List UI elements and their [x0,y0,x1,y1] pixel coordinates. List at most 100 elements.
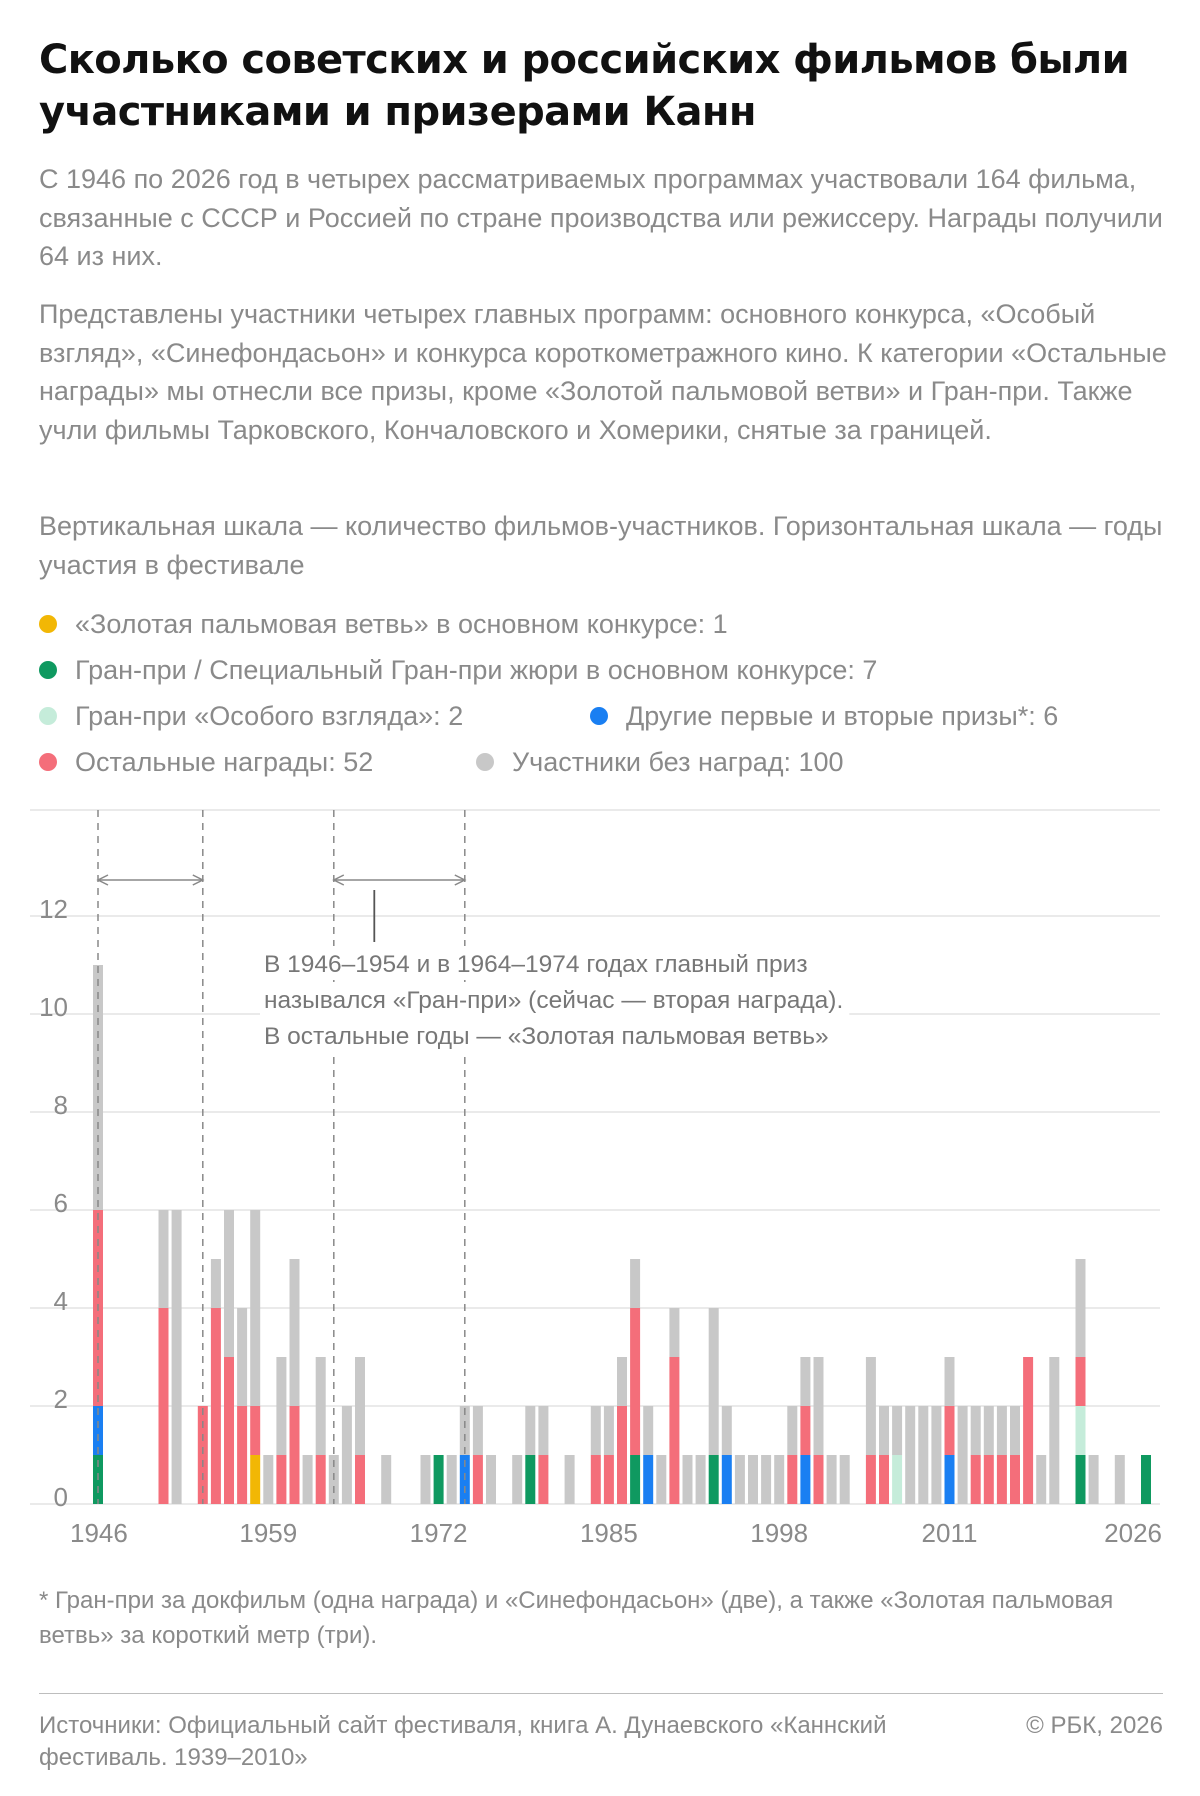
bar-2005-series-4 [865,1455,876,1504]
bar-1958-series-5 [250,1210,261,1406]
annotation-bg-0 [260,946,814,980]
bar-2001-series-4 [813,1455,824,1504]
bar-1963-series-4 [315,1455,326,1504]
bar-1982-series-5 [564,1455,575,1504]
bar-1960-series-4 [276,1455,287,1504]
x-tick-label: 1972 [410,1518,468,1548]
bar-2008-series-5 [905,1406,916,1504]
bar-1987-series-4 [630,1308,641,1455]
legend-label-grand-prix: Гран-при / Специальный Гран-при жюри в о… [75,655,878,685]
y-tick-label: 12 [39,894,68,924]
bar-1984-series-5 [590,1406,601,1455]
legend-label-no-awards: Участники без наград: 100 [512,747,844,777]
bar-1995-series-5 [734,1455,745,1504]
chart-title: Сколько советских и российских фильмов б… [39,37,1130,135]
bar-2014-series-5 [983,1406,994,1455]
bar-2021-series-2 [1075,1406,1086,1455]
copyright: © РБК, 2026 [1026,1712,1163,1739]
bar-1986-series-5 [617,1357,627,1406]
x-tick-label: 2011 [922,1518,978,1548]
bar-1990-series-5 [669,1308,680,1357]
stacked-bar-chart: 0 2 4 6 8 10 12 В 1946–1954 и в 1964–1974 годах… [30,809,1162,1548]
legend-item-grand-prix: Гран-при / Специальный Гран-при жюри в о… [39,646,877,694]
bar-1975-series-4 [472,1455,483,1504]
bar-1994-series-5 [721,1406,732,1455]
legend-dot-un-certain-regard [39,706,57,725]
bar-1961-series-4 [289,1406,300,1504]
bar-2007-series-2 [892,1455,903,1504]
bar-1989-series-5 [656,1455,667,1504]
bar-1960-series-5 [276,1357,287,1455]
bar-1980-series-4 [538,1455,549,1504]
bar-1985-series-5 [603,1406,614,1455]
bar-1968-series-5 [381,1455,392,1504]
bar-1975-series-5 [472,1406,483,1455]
bar-1958-series-4 [250,1406,261,1455]
annotation-line-2: В остальные годы — «Золотая пальмовая ве… [264,1023,829,1050]
y-tick-label: 6 [54,1188,68,1218]
bar-1988-series-5 [643,1406,654,1455]
bar-1996-series-5 [748,1455,758,1504]
legend-item-palme: «Золотая пальмовая ветвь» в основном кон… [39,600,728,648]
annotation-line-1: назывался «Гран-при» (сейчас — вторая на… [264,987,843,1014]
bar-1958-series-1 [250,1455,261,1504]
bar-1992-series-5 [695,1455,706,1504]
bar-2021-series-0 [1075,1455,1086,1504]
bar-1956-series-4 [224,1357,234,1504]
bar-1971-series-5 [420,1455,431,1504]
bar-2006-series-4 [879,1455,889,1504]
x-tick-label: 1946 [70,1518,128,1548]
bar-2017-series-4 [1023,1357,1034,1504]
y-tick-label: 2 [54,1384,68,1414]
bar-2011-series-5 [944,1357,955,1406]
bar-1998-series-5 [774,1455,785,1504]
footnote: * Гран-при за докфильм (одна награда) и … [39,1587,1114,1649]
x-tick-label: 2026 [1104,1518,1162,1548]
intro-paragraph: С 1946 по 2026 год в четырех рассматрива… [39,164,1163,271]
bar-2007-series-5 [892,1406,903,1455]
bar-2011-series-3 [944,1455,955,1504]
bar-2002-series-5 [826,1455,837,1504]
bar-2000-series-4 [800,1406,811,1455]
bar-1957-series-5 [237,1308,248,1406]
bar-1979-series-5 [525,1406,536,1455]
bar-1976-series-5 [486,1455,496,1504]
bar-2013-series-4 [970,1455,981,1504]
range-arrow-right-1 [454,874,467,886]
bar-1972-series-0 [433,1455,444,1504]
bar-1962-series-5 [302,1455,313,1504]
bar-1946-series-3 [93,1406,103,1455]
bar-2019-series-5 [1049,1357,1060,1504]
bar-1973-series-5 [446,1455,457,1504]
bar-1987-series-5 [630,1259,641,1308]
bar-2021-series-5 [1075,1259,1086,1357]
legend-item-no-awards: Участники без наград: 100 [476,738,844,786]
bar-1986-series-4 [617,1406,627,1504]
legend-dot-palme [39,614,57,633]
legend-item-other-first-second: Другие первые и вторые призы*: 6 [590,692,1058,740]
bar-2013-series-5 [970,1406,981,1455]
bar-2016-series-4 [1010,1455,1020,1504]
bar-1951-series-4 [158,1308,169,1504]
bar-1993-series-0 [708,1455,719,1504]
bar-2024-series-5 [1114,1455,1125,1504]
legend-dot-no-awards [476,752,494,771]
methodology-paragraph: Представлены участники четырех главных п… [39,299,1167,445]
range-arrow-left-1 [332,874,345,886]
bar-1961-series-5 [289,1259,300,1406]
bar-2012-series-5 [957,1406,968,1504]
bar-1954-series-4 [197,1406,208,1504]
bar-1990-series-4 [669,1357,680,1504]
bar-1978-series-5 [512,1455,523,1504]
legend-label-other-awards: Остальные награды: 52 [75,747,374,777]
y-tick-label: 8 [54,1090,68,1120]
x-tick-label: 1959 [239,1518,297,1548]
bar-1979-series-0 [525,1455,536,1504]
bar-2026-series-0 [1141,1455,1151,1504]
divider [39,1693,1163,1694]
bar-2005-series-5 [865,1357,876,1455]
bar-2003-series-5 [839,1455,850,1504]
bar-2000-series-3 [800,1455,811,1504]
bar-2000-series-5 [800,1357,811,1406]
bar-1974-series-5 [459,1406,470,1455]
